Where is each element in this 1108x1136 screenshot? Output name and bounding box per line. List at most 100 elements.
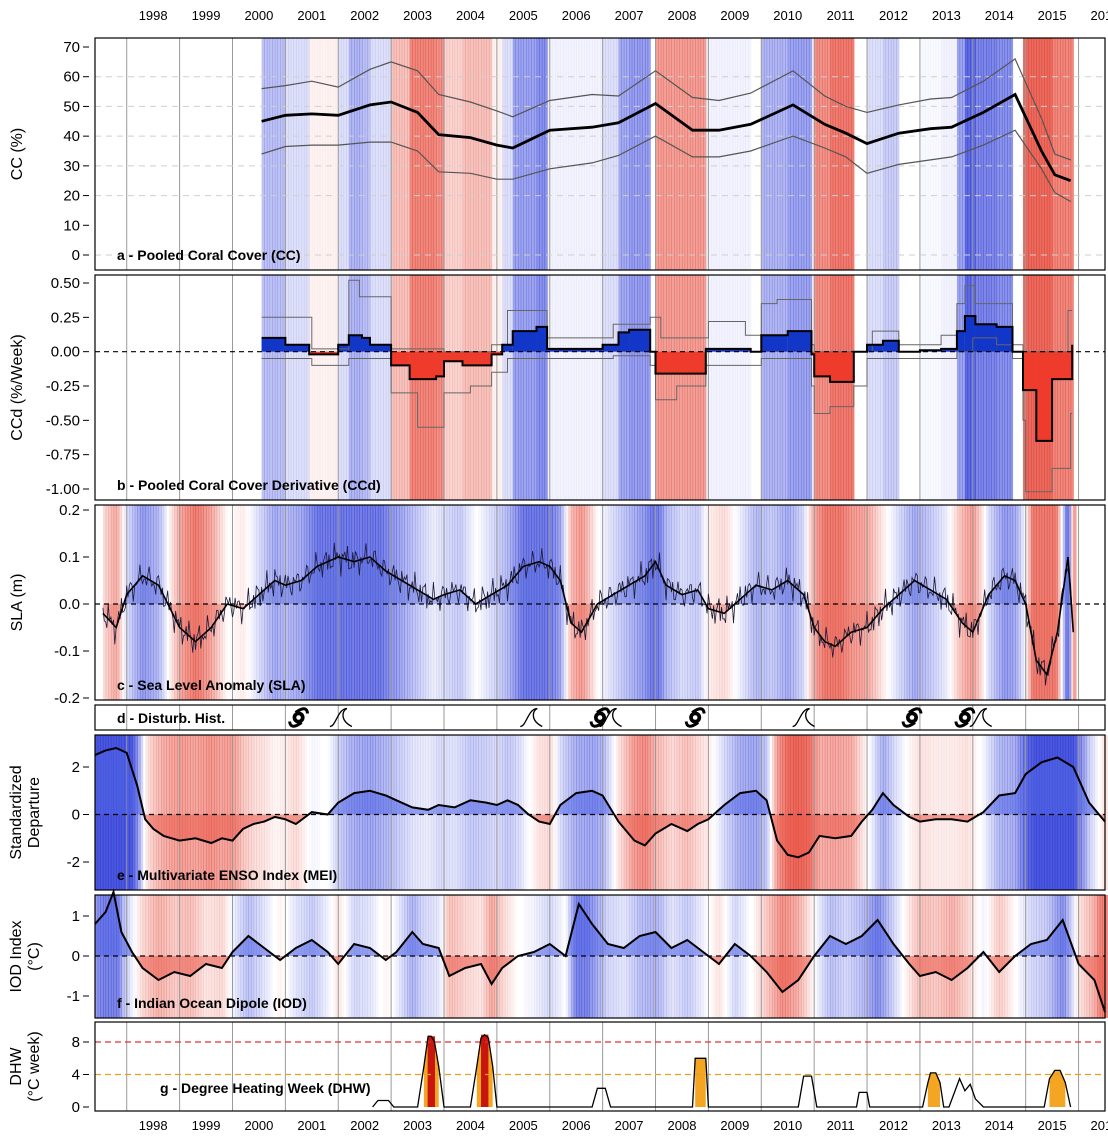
shading-band — [549, 38, 554, 270]
shading-band — [800, 735, 805, 890]
shading-band — [380, 275, 384, 500]
shading-band — [425, 38, 429, 270]
shading-band — [631, 505, 635, 700]
shading-band — [414, 38, 419, 270]
y-axis-label: Standardized — [8, 765, 25, 859]
shading-band — [650, 895, 654, 1018]
shading-band — [306, 895, 310, 1018]
panel-title: d - Disturb. Hist. — [117, 710, 225, 726]
shading-band — [700, 505, 704, 700]
shading-band — [277, 38, 281, 270]
shading-band — [822, 275, 826, 500]
shading-band — [481, 275, 485, 500]
shading-band — [243, 505, 247, 700]
shading-band — [840, 38, 844, 270]
shading-band — [681, 38, 686, 270]
shading-band — [972, 735, 977, 890]
year-label-bottom: 2002 — [350, 1118, 379, 1133]
shading-band — [216, 735, 220, 890]
shading-band — [787, 275, 791, 500]
shading-band — [795, 275, 799, 500]
panel-frame — [94, 704, 1106, 731]
shading-band — [285, 275, 289, 500]
shading-band — [718, 505, 723, 700]
shading-band — [266, 275, 271, 500]
shading-band — [798, 38, 802, 270]
shading-band — [406, 275, 411, 500]
shading-band — [956, 735, 961, 890]
shading-band — [488, 275, 493, 500]
shading-band — [607, 505, 612, 700]
shading-band — [816, 735, 821, 890]
shading-band — [317, 275, 321, 500]
shading-band — [338, 275, 342, 500]
shading-band — [888, 275, 892, 500]
shading-band — [552, 505, 556, 700]
shading-band — [822, 735, 826, 890]
derivative-line — [261, 315, 1074, 442]
y-tick-label: 0.50 — [51, 275, 80, 292]
shading-band — [639, 735, 643, 890]
shading-band — [266, 38, 271, 270]
shading-band — [666, 38, 670, 270]
shading-band — [578, 505, 583, 700]
shading-band — [446, 505, 450, 700]
shading-band — [827, 895, 831, 1018]
shading-band — [404, 505, 408, 700]
shading-band — [711, 275, 715, 500]
shading-band — [544, 38, 548, 270]
positive-derivative-bar — [787, 331, 812, 352]
shading-band — [949, 275, 953, 500]
shading-band — [877, 505, 881, 700]
shading-band — [1052, 505, 1056, 700]
shading-band — [793, 735, 797, 890]
shading-band — [518, 38, 522, 270]
shading-band — [391, 38, 395, 270]
cyclone-center — [962, 715, 968, 720]
shading-band — [660, 735, 665, 890]
shading-band — [724, 505, 728, 700]
shading-band — [885, 275, 889, 500]
shading-band — [317, 505, 321, 700]
panel-title: a - Pooled Coral Cover (CC) — [117, 247, 301, 263]
shading-band — [145, 505, 149, 700]
shading-band — [1009, 38, 1014, 270]
shading-band — [240, 735, 244, 890]
shading-band — [607, 275, 612, 500]
shading-band — [721, 505, 725, 700]
shading-band — [465, 38, 469, 270]
shading-band — [867, 505, 871, 700]
shading-band — [486, 505, 490, 700]
positive-area — [95, 892, 1105, 956]
shading-band — [753, 505, 757, 700]
shading-band — [962, 735, 966, 890]
shading-band — [1052, 275, 1056, 500]
shading-band — [949, 735, 953, 890]
shading-band — [925, 505, 929, 700]
shading-band — [700, 38, 704, 270]
shading-band — [954, 505, 958, 700]
shading-band — [970, 505, 974, 700]
shading-band — [663, 275, 667, 500]
shading-band — [573, 38, 577, 270]
shading-band — [996, 275, 1000, 500]
shading-band — [568, 895, 572, 1018]
shading-band — [832, 505, 836, 700]
shading-band — [835, 275, 839, 500]
shading-band — [867, 275, 871, 500]
shading-band — [256, 505, 260, 700]
positive-derivative-bar — [261, 337, 286, 352]
shading-band — [351, 505, 355, 700]
shading-band — [414, 275, 419, 500]
shading-band — [859, 505, 863, 700]
shading-band — [245, 735, 249, 890]
shading-band — [615, 735, 620, 890]
shading-band — [639, 275, 643, 500]
shading-band — [1060, 275, 1064, 500]
shading-band — [668, 505, 672, 700]
shading-band — [666, 895, 670, 1018]
year-label-top: 2005 — [509, 8, 538, 23]
shading-band — [235, 505, 239, 700]
shading-band — [785, 505, 789, 700]
shading-band — [771, 38, 776, 270]
